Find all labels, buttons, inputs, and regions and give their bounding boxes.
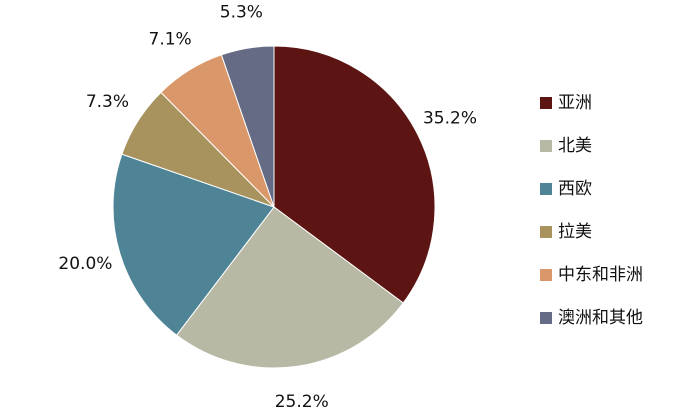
legend-swatch [540, 269, 552, 281]
pie-slice [220, 45, 275, 208]
legend-swatch [540, 226, 552, 238]
legend-swatch [540, 312, 552, 324]
data-label: 7.1% [149, 30, 192, 50]
legend-label: 中东和非洲 [558, 265, 643, 285]
legend-swatch [540, 183, 552, 195]
data-label: 25.2% [275, 392, 329, 412]
data-label: 5.3% [220, 3, 263, 23]
data-label: 7.3% [86, 92, 129, 112]
legend-label: 北美 [558, 136, 592, 156]
legend-label: 澳洲和其他 [558, 308, 643, 328]
legend-label: 拉美 [558, 222, 592, 242]
legend-label: 西欧 [558, 179, 592, 199]
data-label: 20.0% [58, 254, 112, 274]
pie-slice [112, 153, 275, 336]
legend-swatch [540, 97, 552, 109]
legend-label: 亚洲 [558, 93, 592, 113]
data-label: 35.2% [423, 108, 477, 128]
pie-slice [273, 45, 436, 304]
legend-swatch [540, 140, 552, 152]
pie-slice [175, 206, 404, 369]
